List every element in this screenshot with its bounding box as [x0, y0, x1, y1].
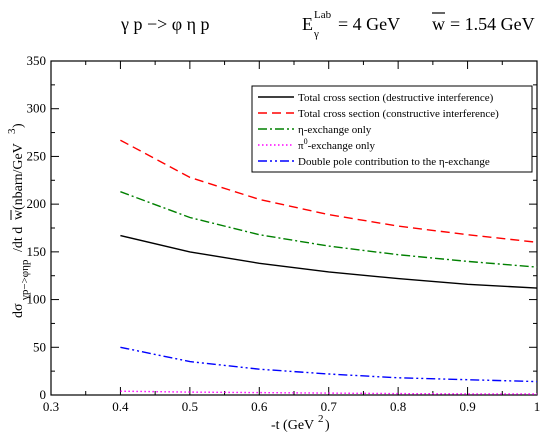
y-tick-label: 100 [27, 292, 47, 307]
x-tick-label: 0.4 [112, 399, 129, 414]
y-tick-label: 250 [27, 148, 47, 163]
title-energy-sub: γ [313, 28, 319, 40]
x-axis-label-sup: 2 [318, 413, 324, 425]
legend: Total cross section (destructive interfe… [251, 85, 533, 173]
x-axis-label-main: -t (GeV [271, 418, 314, 433]
series-line-3 [120, 191, 538, 268]
x-axis-label: -t (GeV 2 ) [271, 413, 330, 433]
series-lines [120, 139, 538, 395]
axis-ticks: 0.3 0.4 0.5 0.6 0.7 0.8 0.9 1 0 50 100 150 200 250 300… [27, 53, 540, 414]
chart-title: γ p −> φ η p E γ Lab = 4 GeV w = 1.54 Ge… [120, 9, 535, 40]
y-axis-label: dσ γp−>φηp /dt d w (nbarn/GeV 3 ) [6, 123, 31, 318]
title-w-value: = 1.54 GeV [450, 14, 535, 34]
y-axis-label-unit: (nbarn/GeV [11, 143, 26, 210]
y-axis-label-w: w [11, 209, 26, 220]
y-tick-label: 50 [33, 339, 46, 354]
y-tick-label: 300 [27, 101, 47, 116]
legend-label-2: Total cross section (constructive interf… [298, 108, 499, 120]
y-axis-label-sub: γp−>φηp [19, 259, 31, 301]
legend-label-5: Double pole contribution to the η-exchan… [298, 156, 490, 168]
x-tick-label: 0.9 [459, 399, 475, 414]
y-axis-label-d1: dσ [11, 303, 26, 318]
x-tick-label: 1 [534, 399, 540, 414]
x-tick-label: 0.7 [321, 399, 338, 414]
y-tick-label: 350 [27, 53, 47, 68]
legend-label-3: η-exchange only [298, 124, 372, 136]
x-tick-label: 0.5 [182, 399, 198, 414]
title-energy-symbol: E [302, 14, 313, 34]
x-tick-label: 0.6 [251, 399, 268, 414]
series-line-2 [120, 139, 538, 243]
y-axis-label-mid: /dt d [11, 227, 26, 252]
y-axis-label-close: ) [11, 123, 26, 128]
x-tick-label: 0.3 [43, 399, 59, 414]
x-tick-label: 0.8 [390, 399, 406, 414]
title-energy-sup: Lab [314, 9, 332, 21]
legend-box [251, 85, 533, 173]
legend-label-4: π0-exchange only [298, 137, 376, 152]
y-tick-label: 0 [40, 387, 47, 402]
series-line-5 [120, 346, 538, 383]
y-axis-label-sup: 3 [6, 128, 18, 134]
title-energy-value: = 4 GeV [338, 14, 400, 34]
legend-label-1: Total cross section (destructive interfe… [298, 92, 494, 104]
y-tick-label: 200 [27, 196, 47, 211]
series-line-1 [120, 234, 538, 289]
y-tick-label: 150 [27, 244, 47, 259]
title-reaction: γ p −> φ η p [120, 14, 210, 34]
series-line-4 [120, 390, 538, 395]
title-w-symbol: w [432, 14, 445, 34]
x-axis-label-close: ) [325, 418, 330, 433]
